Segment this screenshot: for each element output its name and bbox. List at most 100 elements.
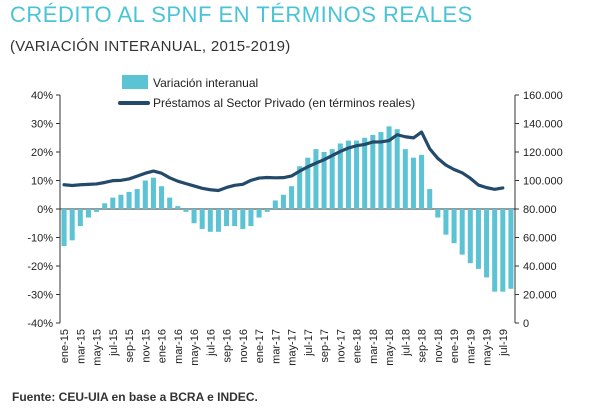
line-point [477, 184, 480, 186]
bar [94, 209, 100, 212]
line-point [307, 166, 309, 168]
x-tick-label: may-15 [92, 329, 104, 366]
right-tick-label: 100.000 [523, 176, 563, 188]
line-point [282, 176, 285, 179]
line-point [79, 183, 82, 186]
right-tick-label: 140.000 [523, 119, 563, 131]
line-point [331, 154, 333, 157]
bar [207, 209, 213, 232]
bar [150, 177, 156, 209]
bar [500, 209, 506, 292]
left-tick-label: -40% [27, 318, 53, 330]
line-point [120, 179, 122, 182]
line-point [355, 144, 358, 147]
line-point [242, 183, 244, 186]
x-tick-label: may-19 [482, 329, 494, 366]
bar [305, 157, 311, 209]
x-tick-label: mar-17 [270, 329, 282, 364]
bar [370, 134, 376, 209]
bar [224, 209, 230, 227]
line-point [274, 176, 277, 179]
line-point [493, 188, 496, 191]
line-point [136, 175, 138, 177]
left-tick-label: 10% [31, 176, 53, 188]
x-tick-label: mar-19 [465, 329, 477, 364]
bar [410, 157, 416, 209]
line-point [233, 184, 236, 187]
right-tick-label: 20.000 [523, 290, 557, 302]
bar [85, 209, 91, 218]
line-point [298, 170, 301, 172]
bar [240, 209, 246, 229]
bar [443, 209, 449, 235]
chart-title: CRÉDITO AL SPNF EN TÉRMINOS REALES [10, 2, 473, 27]
line-point [412, 137, 415, 139]
bar [69, 209, 75, 241]
left-tick-label: 30% [31, 119, 53, 131]
x-tick-label: mar-18 [368, 329, 380, 364]
x-tick-label: mar-15 [75, 329, 87, 364]
line-point [209, 188, 212, 191]
line-point [152, 170, 155, 172]
line-point [103, 181, 106, 184]
x-tick-label: jul-16 [205, 329, 217, 357]
line-point [128, 178, 130, 180]
bar [427, 189, 433, 209]
line-point [372, 141, 374, 143]
line-point [266, 176, 268, 179]
bar [167, 197, 173, 209]
x-tick-label: ene-15 [59, 329, 71, 363]
bar [289, 186, 295, 209]
bar [183, 209, 189, 212]
legend-bar-swatch [122, 75, 148, 89]
bar [77, 209, 83, 227]
bar [280, 194, 286, 209]
right-tick-label: 160.000 [523, 90, 563, 102]
legend: Variación interanual Préstamos al Sector… [118, 75, 415, 110]
x-tick-label: ene-19 [449, 329, 461, 363]
axes-group: -40% -30% -20% -10% 0% 10% 20% 30% 40% 0 20.000 40.… [27, 90, 562, 366]
bar [61, 209, 67, 247]
bar [264, 209, 270, 212]
legend-line-label: Préstamos al Sector Privado (en términos… [153, 96, 415, 110]
bar [134, 189, 140, 209]
bar [329, 149, 335, 209]
bar [126, 191, 132, 209]
line-point [63, 183, 65, 186]
line-point [420, 131, 423, 133]
line-point [95, 183, 98, 185]
line-point [461, 172, 463, 174]
line-point [250, 179, 252, 182]
line-point [469, 177, 472, 180]
bar [419, 154, 425, 209]
line-point [201, 187, 203, 190]
x-tick-label: jul-15 [108, 329, 120, 357]
bar [475, 209, 481, 269]
x-tick-label: may-17 [287, 329, 299, 366]
right-tick-label: 40.000 [523, 261, 557, 273]
bar [459, 209, 465, 255]
bar [110, 197, 116, 209]
legend-bar-label: Variación interanual [153, 76, 258, 90]
bar [191, 209, 197, 224]
bar [508, 209, 514, 289]
bar [337, 143, 343, 209]
bar [345, 140, 351, 209]
bar [232, 209, 238, 227]
line-point [160, 172, 163, 175]
line-point [258, 177, 260, 179]
bar [215, 209, 221, 232]
bars-group [61, 126, 514, 292]
bar [175, 206, 181, 209]
line-point [445, 164, 447, 166]
line-point [168, 176, 171, 179]
bar [256, 209, 262, 218]
line-point [363, 143, 366, 146]
line-point [428, 147, 431, 150]
line-point [177, 180, 179, 183]
line-point [485, 186, 488, 189]
x-tick-label: sep-17 [319, 329, 331, 363]
line-point [112, 179, 114, 182]
right-tick-label: 80.000 [523, 204, 557, 216]
line-group [62, 130, 505, 193]
